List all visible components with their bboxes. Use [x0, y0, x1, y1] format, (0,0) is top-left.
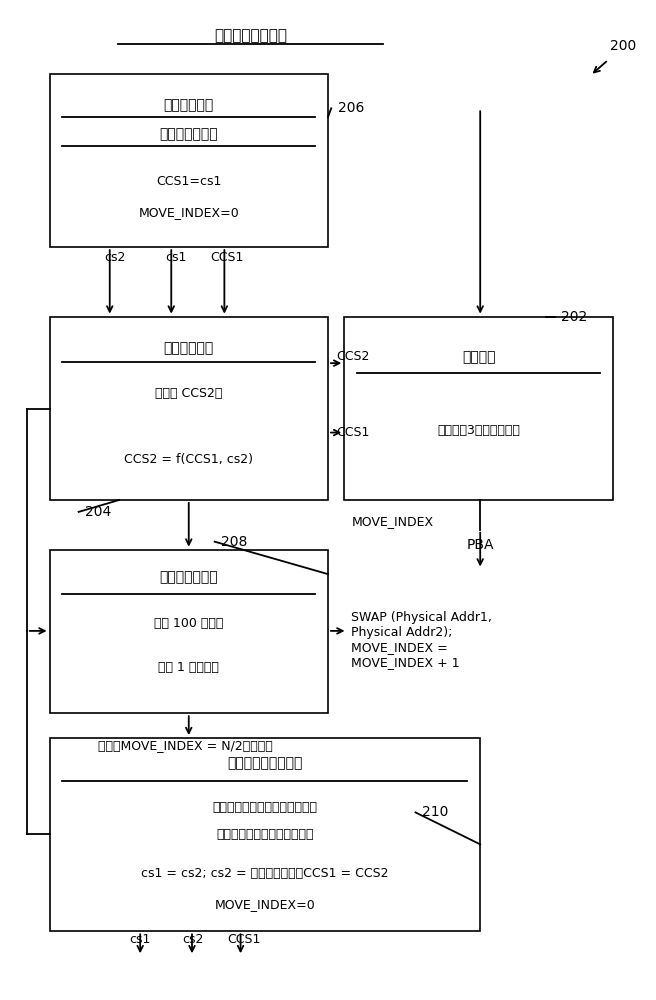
Text: CCS1: CCS1: [210, 251, 243, 264]
Text: 映射状态生成和改变: 映射状态生成和改变: [227, 756, 302, 770]
Text: （在所有后台交换从一个存储器: （在所有后台交换从一个存储器: [213, 801, 318, 814]
Text: 208: 208: [221, 535, 247, 549]
Text: 204: 204: [85, 505, 112, 519]
Text: 如果（MOVE_INDEX = N/2），则：: 如果（MOVE_INDEX = N/2），则：: [98, 739, 273, 752]
Text: （用于 CCS2）: （用于 CCS2）: [155, 387, 222, 400]
Bar: [49, 317, 328, 500]
Text: 访问网络: 访问网络: [462, 350, 495, 364]
Text: PBA: PBA: [466, 538, 494, 552]
Text: 202: 202: [561, 310, 587, 324]
Text: 写入 1 个交换）: 写入 1 个交换）: [158, 661, 219, 674]
Text: CCS1: CCS1: [228, 933, 261, 946]
Text: CCS1: CCS1: [336, 426, 369, 439]
Bar: [49, 74, 328, 247]
Text: 200: 200: [609, 39, 636, 53]
Text: 210: 210: [422, 805, 448, 819]
Text: SWAP (Physical Addr1,
Physical Addr2);
MOVE_INDEX =
MOVE_INDEX + 1: SWAP (Physical Addr1, Physical Addr2); M…: [351, 611, 491, 669]
Text: （硬件，3个周期延迟）: （硬件，3个周期延迟）: [437, 424, 520, 437]
Text: cs2: cs2: [104, 251, 126, 264]
Text: 累积状态计算: 累积状态计算: [163, 341, 214, 355]
Bar: [344, 317, 613, 500]
Text: cs1: cs1: [129, 933, 150, 946]
Text: MOVE_INDEX=0: MOVE_INDEX=0: [138, 206, 239, 219]
Text: 映射改变为另一个映射之后）: 映射改变为另一个映射之后）: [216, 828, 314, 841]
Text: cs2: cs2: [182, 933, 203, 946]
Bar: [49, 738, 480, 931]
Text: CCS1=cs1: CCS1=cs1: [156, 175, 222, 188]
Text: 后台交换调度器: 后台交换调度器: [159, 570, 218, 584]
Text: cs1: cs1: [165, 251, 186, 264]
Text: CCS2 = f(CCS1, cs2): CCS2 = f(CCS1, cs2): [124, 453, 253, 466]
Text: 206: 206: [338, 101, 364, 115]
Text: CCS2: CCS2: [336, 350, 369, 363]
Text: 初始存储器和: 初始存储器和: [163, 98, 214, 112]
Text: MOVE_INDEX=0: MOVE_INDEX=0: [215, 898, 316, 911]
Text: （每 100 次主机: （每 100 次主机: [154, 617, 224, 630]
Text: MOVE_INDEX: MOVE_INDEX: [352, 515, 434, 528]
Bar: [49, 550, 328, 713]
Text: 本地地址映射系统: 本地地址映射系统: [214, 28, 287, 43]
Text: cs1 = cs2; cs2 = 新的控制状态：CCS1 = CCS2: cs1 = cs2; cs2 = 新的控制状态：CCS1 = CCS2: [141, 867, 388, 880]
Text: 第二存储器映射: 第二存储器映射: [159, 127, 218, 141]
